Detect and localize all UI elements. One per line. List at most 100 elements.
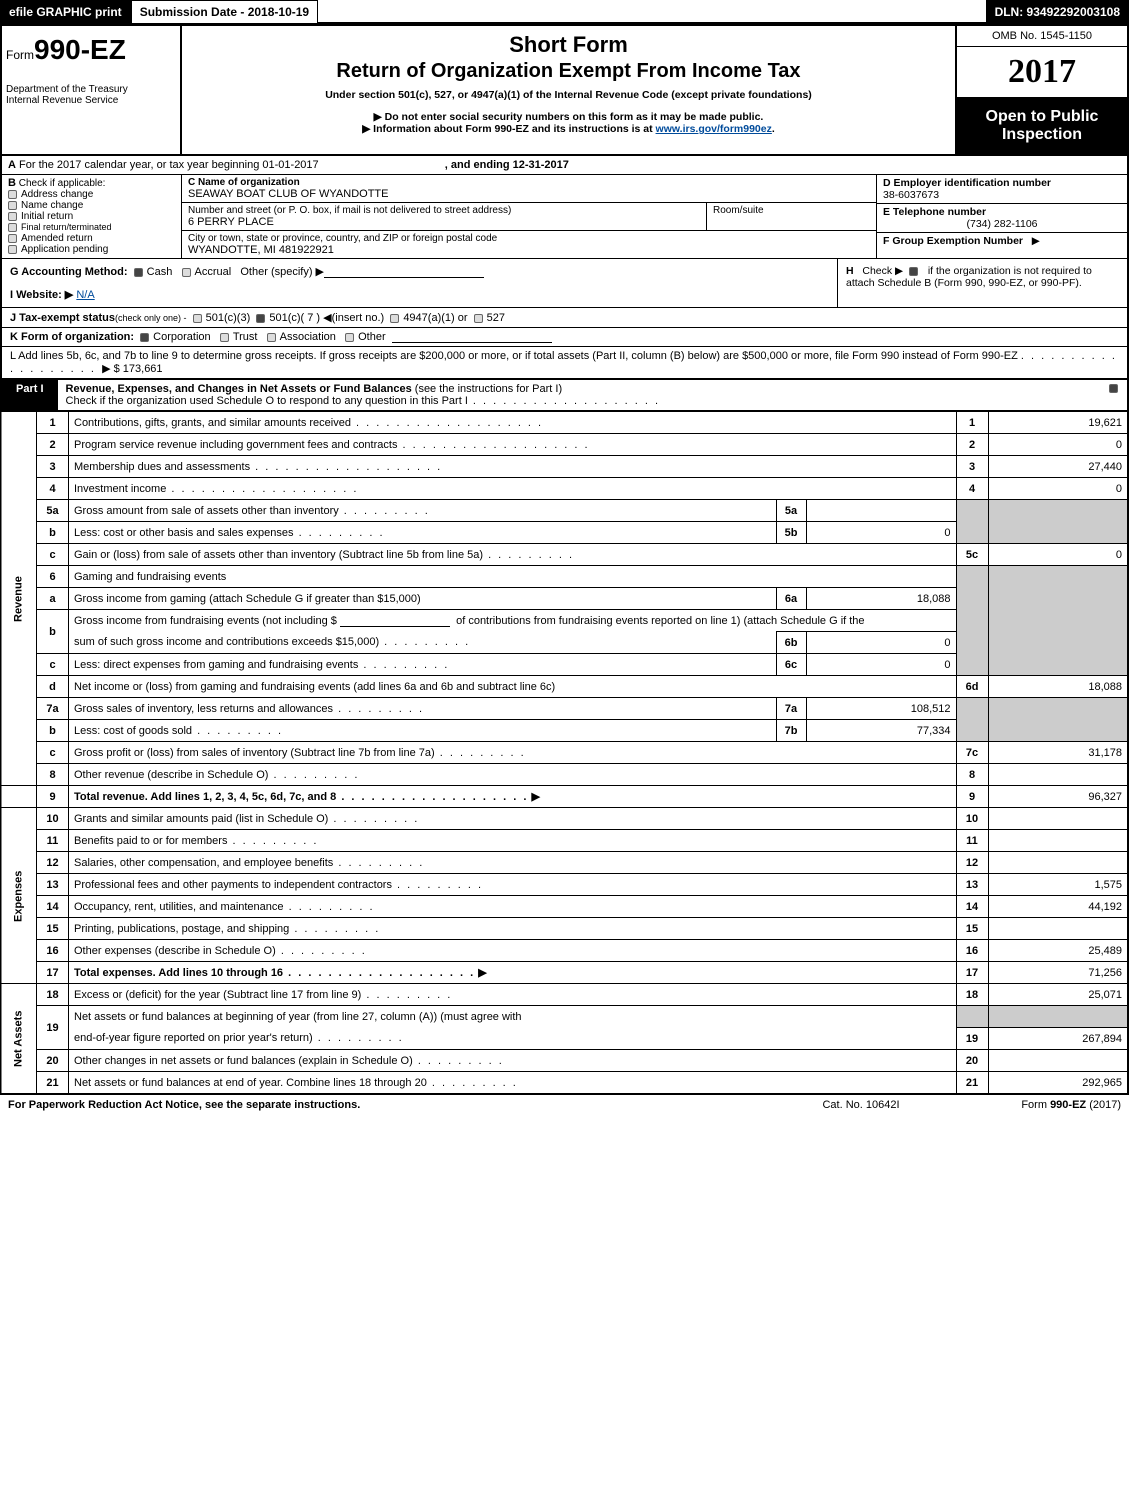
- n-5b: b: [37, 522, 69, 544]
- header-left: Form990-EZ Department of the Treasury In…: [2, 26, 182, 154]
- n-21: 21: [37, 1072, 69, 1094]
- f-group-label: F Group Exemption Number: [883, 235, 1023, 247]
- dots-18: [361, 989, 452, 1001]
- checkbox-527[interactable]: [474, 314, 483, 323]
- d-17: Total expenses. Add lines 10 through 16: [74, 967, 283, 979]
- checkbox-association[interactable]: [267, 333, 276, 342]
- form-number: Form990-EZ: [6, 34, 176, 66]
- row-19b: end-of-year figure reported on prior yea…: [1, 1028, 1128, 1050]
- col-b: B Check if applicable: Address change Na…: [2, 175, 182, 258]
- checkbox-other-org[interactable]: [345, 333, 354, 342]
- r-20: 20: [956, 1050, 988, 1072]
- checkbox-address-change[interactable]: [8, 190, 17, 199]
- row-20: 20 Other changes in net assets or fund b…: [1, 1050, 1128, 1072]
- checkbox-4947[interactable]: [390, 314, 399, 323]
- iv-7b: 77,334: [806, 720, 956, 742]
- d-7b: Less: cost of goods sold: [74, 725, 283, 737]
- n-7c: c: [37, 742, 69, 764]
- k-label: K Form of organization:: [10, 331, 134, 343]
- header-mid: Short Form Return of Organization Exempt…: [182, 26, 957, 154]
- footer-form-c: (2017): [1086, 1099, 1121, 1111]
- h-label: H: [846, 265, 854, 277]
- row-5c: c Gain or (loss) from sale of assets oth…: [1, 544, 1128, 566]
- r-17: 17: [956, 962, 988, 984]
- dots-14: [284, 901, 375, 913]
- r-19: 19: [956, 1028, 988, 1050]
- d-6a: Gross income from gaming (attach Schedul…: [69, 588, 777, 610]
- part-i-tab: Part I: [2, 380, 58, 410]
- checkbox-final-return[interactable]: [8, 223, 17, 232]
- checkbox-initial-return[interactable]: [8, 212, 17, 221]
- d-18: Excess or (deficit) for the year (Subtra…: [74, 989, 361, 1001]
- dept-treasury: Department of the Treasury: [6, 84, 176, 95]
- top-bar: efile GRAPHIC print Submission Date - 20…: [0, 0, 1129, 24]
- row-6d: d Net income or (loss) from gaming and f…: [1, 676, 1128, 698]
- c-name-label: C Name of organization: [188, 177, 870, 188]
- footer-form-a: Form: [1021, 1099, 1050, 1111]
- n-7b: b: [37, 720, 69, 742]
- row-7a: 7a Gross sales of inventory, less return…: [1, 698, 1128, 720]
- greyv-19: [988, 1006, 1128, 1028]
- r-1: 1: [956, 412, 988, 434]
- il-7b: 7b: [776, 720, 806, 742]
- block-bcd: B Check if applicable: Address change Na…: [0, 175, 1129, 259]
- checkbox-cash[interactable]: [134, 268, 143, 277]
- n-10: 10: [37, 808, 69, 830]
- c-name-value: SEAWAY BOAT CLUB OF WYANDOTTE: [188, 188, 870, 200]
- line-b-check: Check if applicable:: [19, 178, 106, 189]
- n-4: 4: [37, 478, 69, 500]
- grey-6: [956, 566, 988, 676]
- form-page: efile GRAPHIC print Submission Date - 20…: [0, 0, 1129, 1115]
- row-15: 15 Printing, publications, postage, and …: [1, 918, 1128, 940]
- side-revenue: Revenue: [1, 412, 37, 786]
- row-16: 16 Other expenses (describe in Schedule …: [1, 940, 1128, 962]
- lines-table: Revenue 1 Contributions, gifts, grants, …: [0, 411, 1129, 1094]
- i-website-link[interactable]: N/A: [76, 289, 94, 301]
- v-3: 27,440: [988, 456, 1128, 478]
- checkbox-501c[interactable]: [256, 314, 265, 323]
- checkbox-h[interactable]: [909, 267, 918, 276]
- v-20: [988, 1050, 1128, 1072]
- g-other-blank[interactable]: [324, 266, 484, 278]
- d-6b-1: Gross income from fundraising events (no…: [74, 615, 337, 627]
- il-7a: 7a: [776, 698, 806, 720]
- j-o3: 4947(a)(1) or: [403, 312, 467, 324]
- v-2: 0: [988, 434, 1128, 456]
- checkbox-trust[interactable]: [220, 333, 229, 342]
- v-4: 0: [988, 478, 1128, 500]
- row-21: 21 Net assets or fund balances at end of…: [1, 1072, 1128, 1094]
- v-13: 1,575: [988, 874, 1128, 896]
- checkbox-501c3[interactable]: [193, 314, 202, 323]
- dots-20: [413, 1055, 504, 1067]
- j-o2: 501(c)( 7 ) ◀(insert no.): [269, 312, 384, 324]
- checkbox-part-i[interactable]: [1109, 384, 1118, 393]
- checkbox-name-change[interactable]: [8, 201, 17, 210]
- il-6a: 6a: [776, 588, 806, 610]
- checkbox-application-pending[interactable]: [8, 245, 17, 254]
- d-6b-3: sum of such gross income and contributio…: [74, 636, 470, 648]
- g-label: G Accounting Method:: [10, 266, 128, 278]
- checkbox-amended-return[interactable]: [8, 234, 17, 243]
- k-o3: Association: [280, 331, 336, 343]
- dots-16: [276, 945, 367, 957]
- k-other-blank[interactable]: [392, 331, 552, 343]
- efile-print-button[interactable]: efile GRAPHIC print: [0, 0, 131, 24]
- n-3: 3: [37, 456, 69, 478]
- v-1: 19,621: [988, 412, 1128, 434]
- iv-6b: 0: [806, 632, 956, 654]
- checkbox-corporation[interactable]: [140, 333, 149, 342]
- n-16: 16: [37, 940, 69, 962]
- line-a-text: For the 2017 calendar year, or tax year …: [19, 159, 319, 171]
- e-tel-label: E Telephone number: [883, 206, 986, 218]
- subtitle-ssn: ▶ Do not enter social security numbers o…: [192, 111, 945, 123]
- instructions-link[interactable]: www.irs.gov/form990ez: [656, 123, 772, 135]
- d-6c: Less: direct expenses from gaming and fu…: [74, 659, 449, 671]
- i-label: I Website: ▶: [10, 289, 73, 301]
- d-19b: end-of-year figure reported on prior yea…: [74, 1032, 313, 1044]
- n-13: 13: [37, 874, 69, 896]
- blank-6b[interactable]: [340, 615, 450, 627]
- n-6c: c: [37, 654, 69, 676]
- v-21: 292,965: [988, 1072, 1128, 1094]
- checkbox-accrual[interactable]: [182, 268, 191, 277]
- opt-amended-return: Amended return: [21, 233, 93, 244]
